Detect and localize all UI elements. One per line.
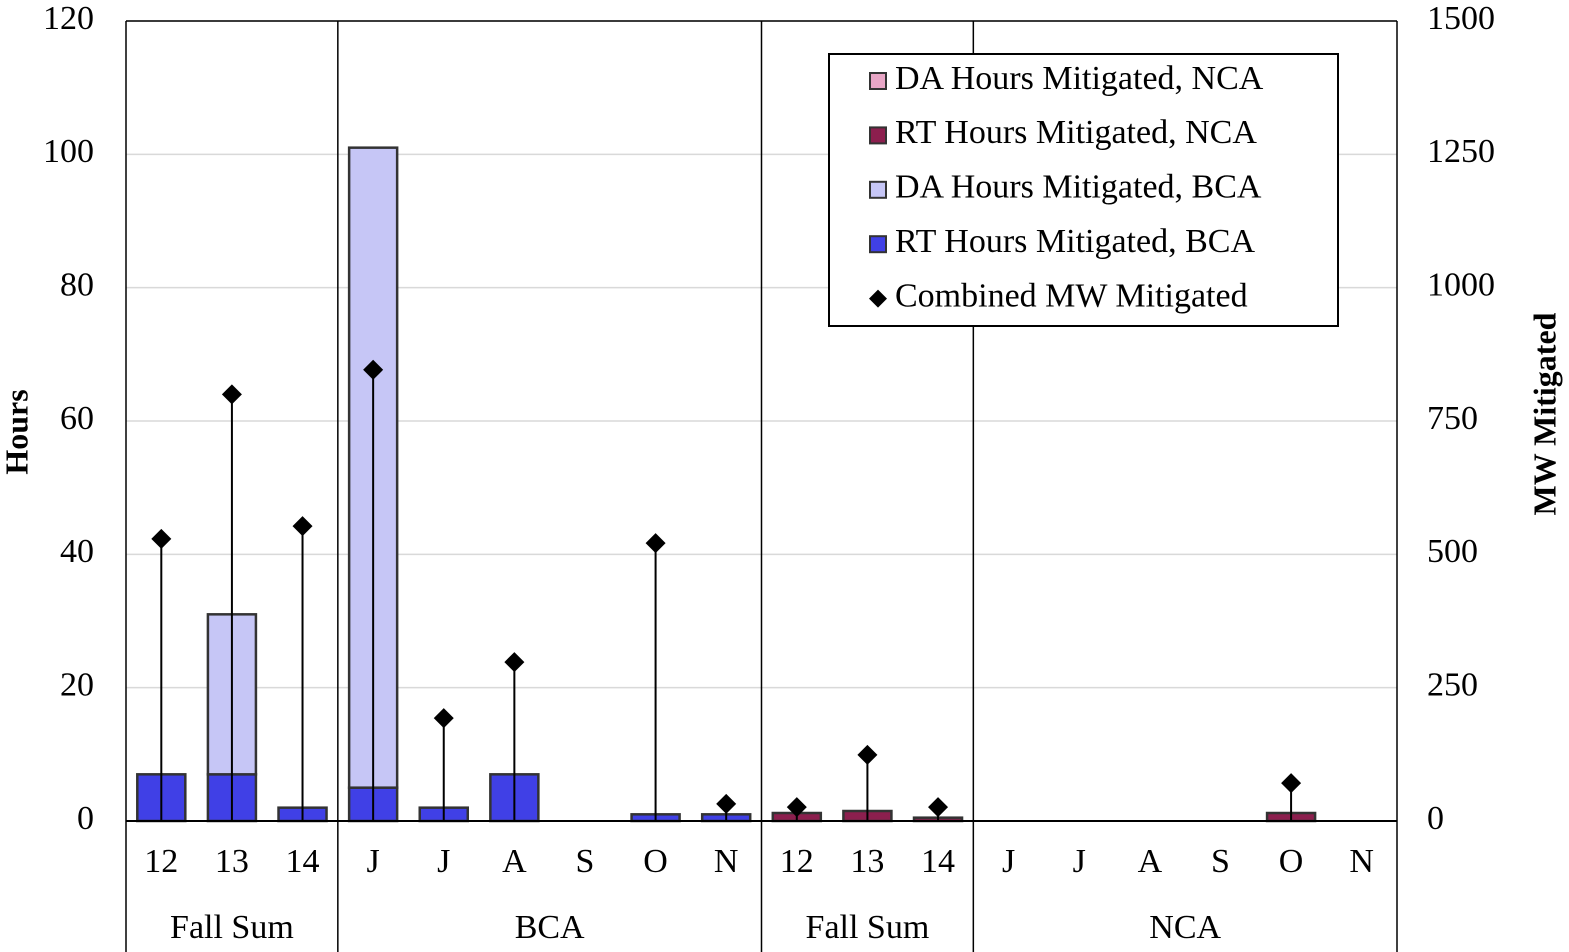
y2-axis-title: MW Mitigated (1526, 312, 1562, 515)
x-tick-label: A (502, 843, 527, 880)
x-tick-label: N (714, 843, 739, 880)
x-tick-label: A (1138, 843, 1163, 880)
x-tick-label: J (1073, 843, 1086, 880)
y-tick-label: 0 (77, 800, 94, 837)
legend-label: Combined MW Mitigated (895, 277, 1248, 314)
x-tick-label: 12 (780, 843, 814, 880)
stem-marker (716, 793, 737, 814)
stem-marker (151, 528, 172, 549)
legend-box (828, 53, 1339, 327)
legend-label: RT Hours Mitigated, BCA (895, 223, 1255, 260)
group-label: Fall Sum (170, 909, 294, 946)
x-tick-label: O (1279, 843, 1304, 880)
x-tick-label: 12 (144, 843, 178, 880)
legend-marker (869, 289, 887, 308)
stem-marker (221, 384, 242, 405)
y-tick-label: 120 (43, 0, 94, 37)
y2-tick-label: 250 (1427, 666, 1478, 703)
y-tick-label: 20 (60, 666, 94, 703)
stem-marker (857, 744, 878, 765)
stem-marker (928, 797, 949, 818)
y-tick-label: 60 (60, 400, 94, 437)
x-tick-label: S (1211, 843, 1230, 880)
legend-label: DA Hours Mitigated, BCA (895, 169, 1262, 206)
x-tick-label: 13 (215, 843, 249, 880)
y-tick-label: 100 (43, 133, 94, 170)
x-tick-label: J (437, 843, 450, 880)
stem-marker (292, 516, 313, 537)
y2-tick-label: 1500 (1427, 0, 1495, 37)
x-tick-label: 14 (921, 843, 955, 880)
legend-marker (869, 235, 887, 254)
x-tick-label: 13 (850, 843, 884, 880)
legend-marker (869, 126, 887, 145)
group-label: BCA (515, 909, 585, 946)
group-label: Fall Sum (806, 909, 930, 946)
stem-marker (645, 533, 666, 554)
y2-tick-label: 1250 (1427, 133, 1495, 170)
y2-tick-label: 1000 (1427, 266, 1495, 303)
stem-marker (433, 708, 454, 729)
y2-tick-label: 500 (1427, 533, 1478, 570)
stem-marker (363, 359, 384, 380)
y-tick-label: 80 (60, 266, 94, 303)
y2-tick-label: 0 (1427, 800, 1444, 837)
x-tick-label: J (367, 843, 380, 880)
legend-label: DA Hours Mitigated, NCA (895, 60, 1264, 97)
y-tick-label: 40 (60, 533, 94, 570)
legend-marker (869, 72, 887, 90)
stem-marker (1281, 773, 1302, 794)
x-tick-label: J (1002, 843, 1015, 880)
group-label: NCA (1149, 909, 1221, 946)
legend-label: RT Hours Mitigated, NCA (895, 114, 1257, 151)
x-tick-label: N (1349, 843, 1374, 880)
x-tick-label: S (576, 843, 595, 880)
stem-marker (786, 797, 807, 818)
y-axis-title: Hours (0, 389, 34, 474)
x-tick-label: O (643, 843, 668, 880)
legend-marker (869, 180, 887, 199)
x-tick-label: 14 (286, 843, 320, 880)
stem-marker (504, 652, 525, 673)
y2-tick-label: 750 (1427, 400, 1478, 437)
